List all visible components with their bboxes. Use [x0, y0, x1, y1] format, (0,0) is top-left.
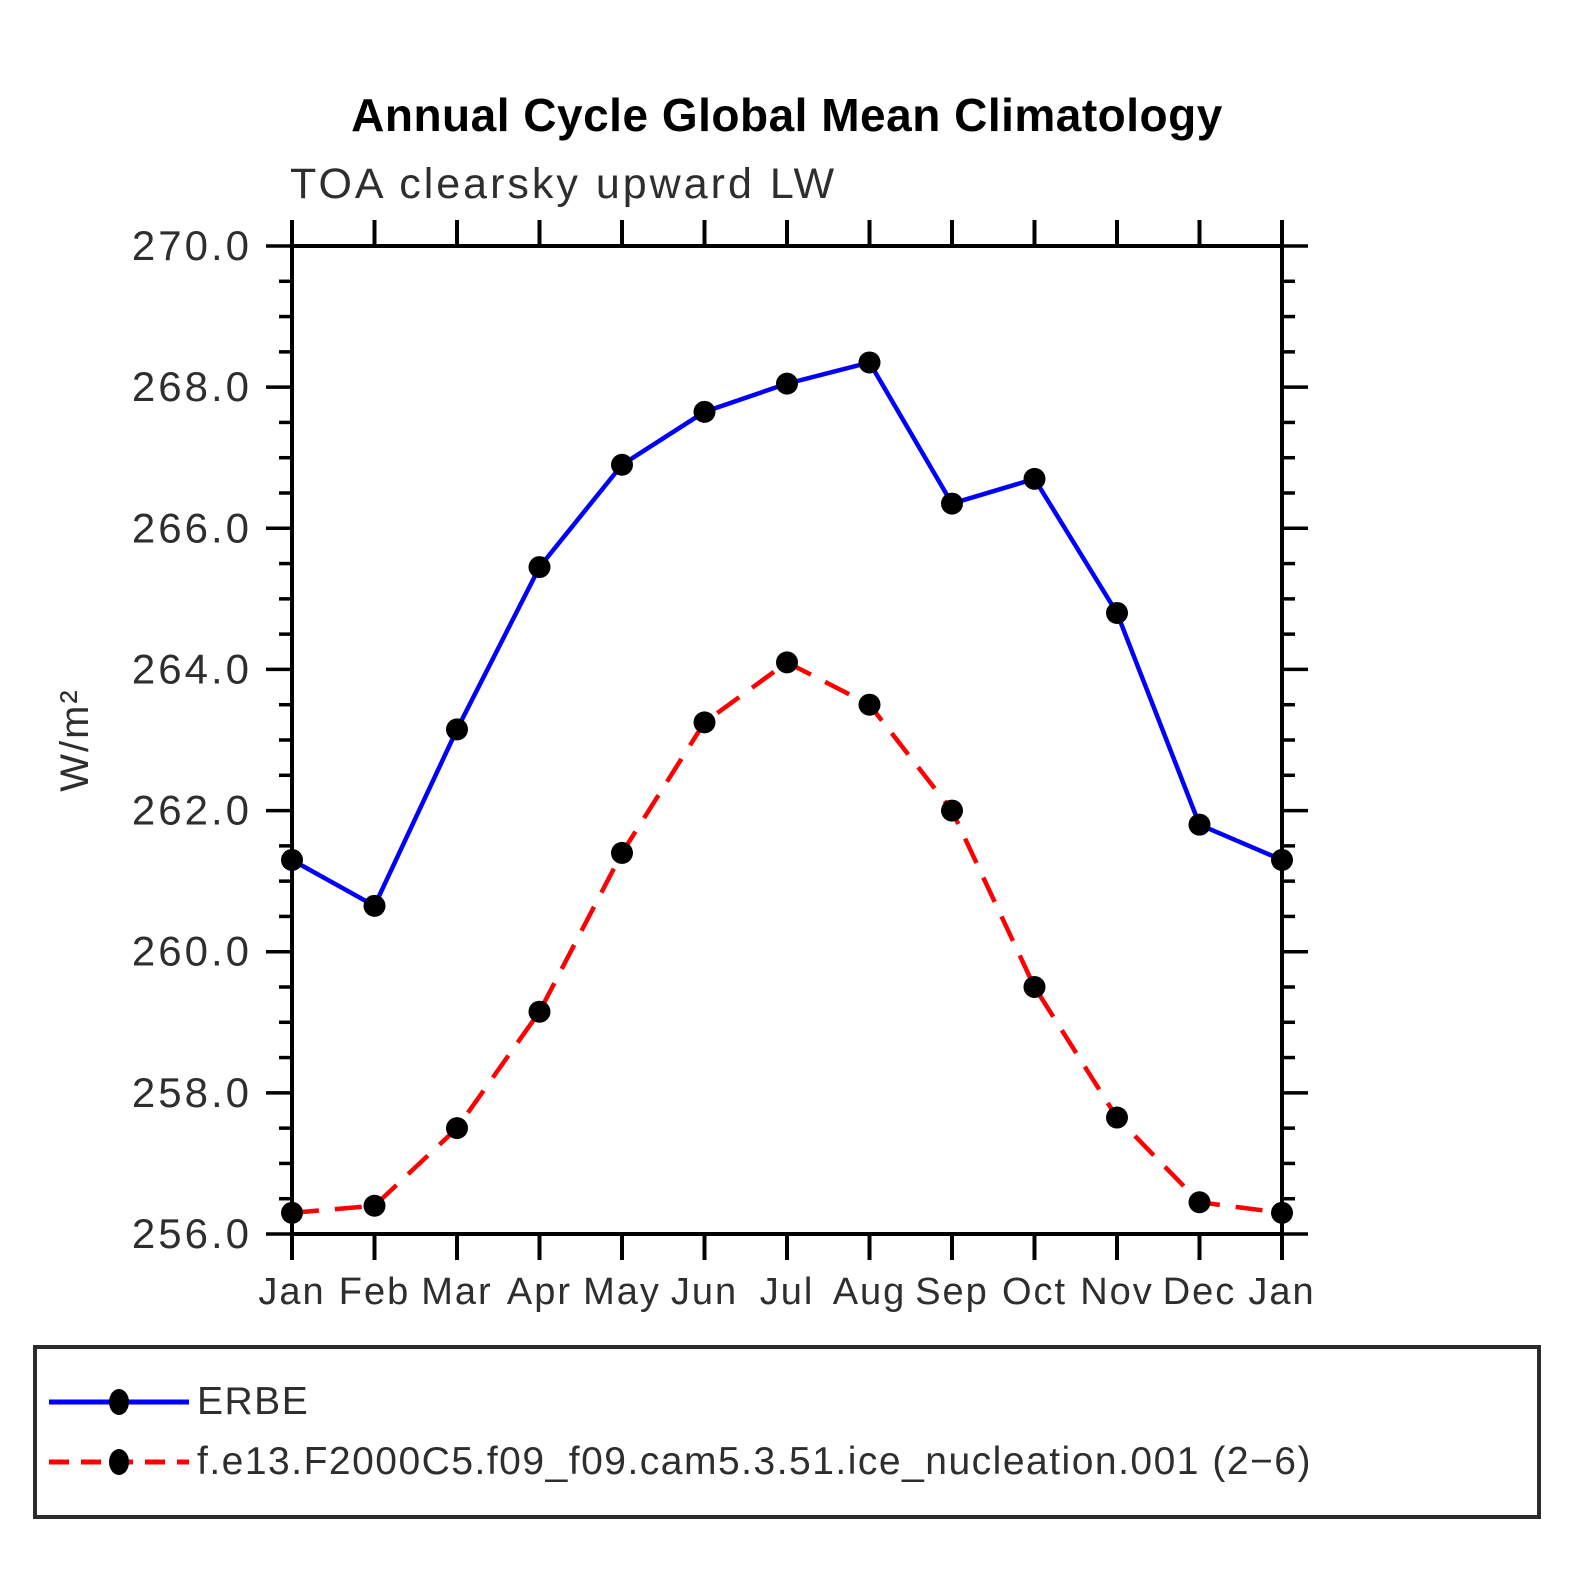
- chart-title: Annual Cycle Global Mean Climatology: [351, 89, 1223, 141]
- series-model: [281, 651, 1293, 1224]
- data-point-marker: [528, 1000, 551, 1023]
- legend-swatch-model: [49, 1449, 189, 1475]
- legend-swatch-erbe: [49, 1389, 189, 1415]
- x-tick-label: Sep: [915, 1271, 989, 1313]
- data-point-marker: [693, 711, 716, 734]
- data-point-marker: [858, 693, 881, 716]
- data-point-marker: [1188, 1191, 1211, 1214]
- y-tick-label: 256.0: [132, 1210, 252, 1257]
- data-point-marker: [1023, 976, 1046, 998]
- x-tick-label: Apr: [507, 1271, 572, 1313]
- data-point-marker: [776, 651, 798, 674]
- data-point-marker: [281, 848, 303, 871]
- y-tick-label: 262.0: [132, 787, 252, 834]
- legend-item-model: f.e13.F2000C5.f09_f09.cam5.3.51.ice_nucl…: [47, 1440, 1537, 1484]
- data-point-marker: [941, 492, 963, 515]
- y-tick-label: 266.0: [132, 504, 252, 551]
- data-point-marker: [611, 841, 633, 864]
- y-tick-label: 260.0: [132, 928, 252, 975]
- data-point-marker: [1271, 1201, 1293, 1224]
- legend-marker: [109, 1389, 129, 1415]
- data-point-marker: [363, 1194, 386, 1217]
- plot-svg: Jan Feb Mar Apr May Jun Jul Aug Sep Oct Nov Dec Jan2…: [53, 220, 1315, 1313]
- x-tick-label: Jul: [760, 1271, 815, 1313]
- x-tick-label: Dec: [1163, 1271, 1237, 1313]
- y-axis: 256.0 258.0 260.0 262.0 264.0 266.0 268.0 270.0: [132, 222, 1308, 1257]
- x-tick-label: Mar: [421, 1271, 492, 1313]
- chart-subtitle: TOA clearsky upward LW: [290, 160, 838, 208]
- x-tick-label: May: [583, 1271, 661, 1313]
- y-tick-label: 268.0: [132, 363, 252, 410]
- series-erbe: [281, 351, 1293, 917]
- data-point-marker: [611, 453, 633, 476]
- y-tick-label: 264.0: [132, 645, 252, 692]
- x-tick-label: Aug: [833, 1271, 907, 1313]
- legend-label-erbe: ERBE: [197, 1380, 310, 1423]
- data-point-marker: [693, 400, 716, 423]
- data-point-marker: [776, 372, 798, 395]
- data-point-marker: [1271, 848, 1293, 871]
- x-tick-label: Jun: [671, 1271, 738, 1313]
- data-point-marker: [1023, 467, 1046, 490]
- data-point-marker: [363, 894, 386, 917]
- y-tick-label: 270.0: [132, 222, 252, 269]
- data-point-marker: [281, 1201, 303, 1224]
- x-tick-label: Nov: [1080, 1271, 1154, 1313]
- series-line: [291, 659, 1283, 1216]
- data-point-marker: [528, 556, 551, 579]
- data-point-marker: [1106, 1106, 1128, 1129]
- x-tick-label: Feb: [339, 1271, 410, 1313]
- y-axis-title: W/m²: [53, 688, 97, 792]
- data-point-marker: [1106, 601, 1128, 624]
- data-point-marker: [446, 1117, 468, 1140]
- x-axis: Jan Feb Mar Apr May Jun Jul Aug Sep Oct Nov Dec Jan: [258, 220, 1315, 1313]
- legend-label-model: f.e13.F2000C5.f09_f09.cam5.3.51.ice_nucl…: [197, 1440, 1312, 1483]
- data-point-marker: [941, 799, 963, 822]
- legend-marker: [109, 1449, 129, 1475]
- data-point-marker: [858, 351, 881, 374]
- x-tick-label: Jan: [258, 1271, 325, 1313]
- data-point-marker: [446, 718, 468, 741]
- y-tick-label: 258.0: [132, 1069, 252, 1116]
- series-line: [290, 359, 1283, 909]
- x-tick-label: Oct: [1002, 1271, 1067, 1313]
- data-point-marker: [1188, 813, 1211, 836]
- legend-item-erbe: ERBE: [47, 1380, 1537, 1424]
- x-tick-label: Jan: [1248, 1271, 1315, 1313]
- legend: ERBE f.e13.F2000C5.f09_f09.cam5.3.51.ice…: [33, 1345, 1541, 1519]
